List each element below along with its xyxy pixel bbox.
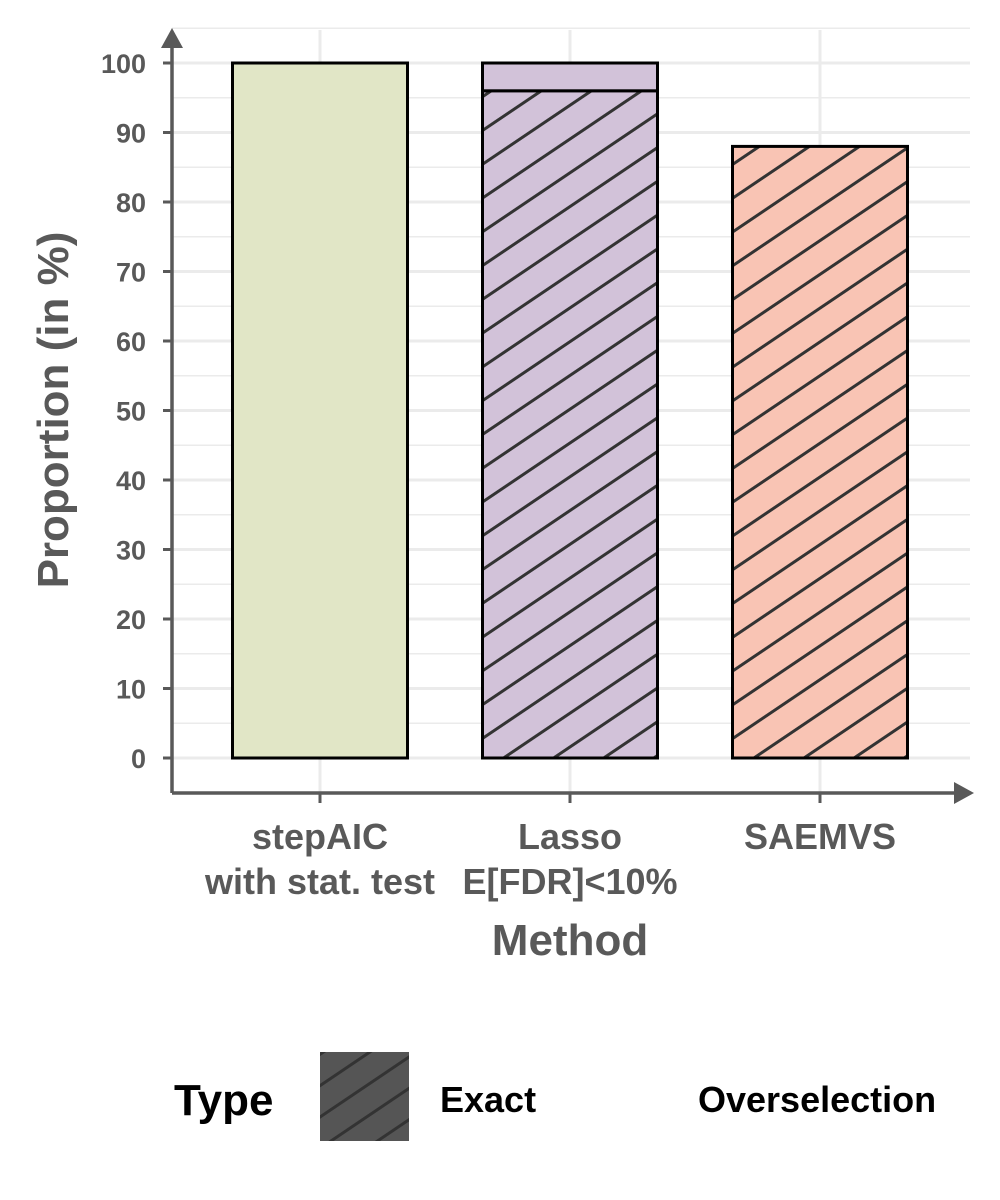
bar-overselection-outline (231, 61, 409, 760)
y-tick-label: 100 (101, 49, 146, 79)
y-axis-arrow-icon (161, 28, 183, 48)
x-tick-label: Lasso (518, 816, 622, 857)
legend: Type Exact Overselection (174, 1052, 936, 1141)
bars (231, 61, 909, 760)
y-tick-label: 80 (116, 188, 146, 218)
bar-exact-hatch (732, 146, 908, 758)
bar-exact-outline (731, 144, 909, 760)
y-tick-label: 90 (116, 119, 146, 149)
y-tick-label: 60 (116, 327, 146, 357)
y-axis-title: Proportion (in %) (29, 232, 78, 589)
x-tick-label: E[FDR]<10% (462, 861, 677, 902)
y-tick-label: 40 (116, 466, 146, 496)
y-tick-label: 30 (116, 536, 146, 566)
legend-title: Type (174, 1076, 273, 1125)
legend-label-overselection: Overselection (698, 1079, 936, 1120)
y-tick-label: 50 (116, 397, 146, 427)
bar-overselection-fill (232, 63, 408, 758)
legend-key-overselection (578, 1052, 667, 1141)
x-axis-arrow-icon (954, 782, 974, 804)
bar-overselection-fill (482, 63, 658, 91)
y-tick-label: 0 (131, 744, 146, 774)
axes (161, 28, 974, 804)
legend-label-exact: Exact (440, 1079, 536, 1120)
x-tick-label: with stat. test (204, 861, 435, 902)
legend-key-exact-hatch (320, 1052, 409, 1141)
bar-overselection-outline (481, 61, 659, 93)
bar-exact-hatch (482, 90, 658, 759)
y-tick-label: 70 (116, 258, 146, 288)
x-tick-label: SAEMVS (744, 816, 896, 857)
x-axis-title: Method (492, 916, 648, 965)
x-tick-label: stepAIC (252, 816, 388, 857)
y-tick-label: 20 (116, 605, 146, 635)
y-tick-label: 10 (116, 675, 146, 705)
